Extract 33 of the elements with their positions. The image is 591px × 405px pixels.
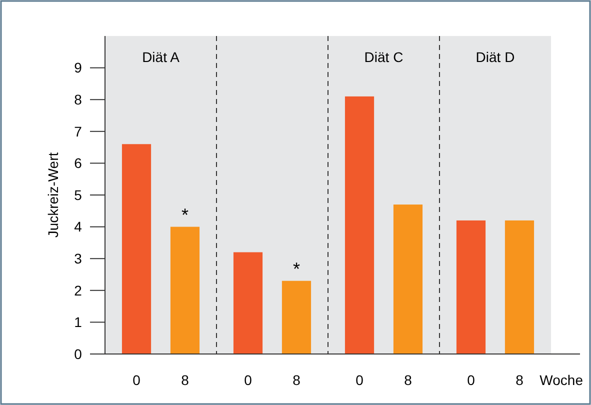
text: 8 <box>292 372 300 388</box>
text: 8 <box>404 372 412 388</box>
y-tick-label: 1 <box>74 314 82 330</box>
text: 0 <box>244 372 252 388</box>
y-tick-label: 4 <box>74 218 82 235</box>
bar <box>344 96 374 354</box>
bar <box>393 204 423 354</box>
bar <box>282 280 312 354</box>
y-tick-label: 8 <box>74 92 82 108</box>
x-tick-label: Diät C <box>364 49 404 65</box>
x-tick-label: Diät D <box>476 49 515 65</box>
x-axis-title: Woche <box>540 372 584 388</box>
text: 8 <box>516 372 524 388</box>
y-axis-title: Juckreiz-Wert <box>45 152 61 238</box>
y-tick-label: 6 <box>74 155 82 172</box>
x-tick-label: Diät A <box>142 49 180 65</box>
y-tick-label: 9 <box>74 60 82 76</box>
y-tick-label: 0 <box>74 346 82 362</box>
bar <box>122 144 152 354</box>
y-tick-label: 3 <box>74 250 82 266</box>
y-tick-label: 5 <box>74 186 82 203</box>
bar <box>456 220 486 354</box>
y-tick-label: 2 <box>74 282 82 298</box>
text: 0 <box>467 372 475 388</box>
text: 0 <box>356 372 364 388</box>
data-label: * <box>181 204 188 225</box>
bar <box>170 226 200 354</box>
data-label: * <box>292 258 300 279</box>
series-label: 8 <box>181 372 190 388</box>
bar <box>233 252 263 354</box>
series-label: 0 <box>132 372 141 388</box>
y-tick-label: 7 <box>74 123 82 140</box>
bar <box>504 220 534 354</box>
